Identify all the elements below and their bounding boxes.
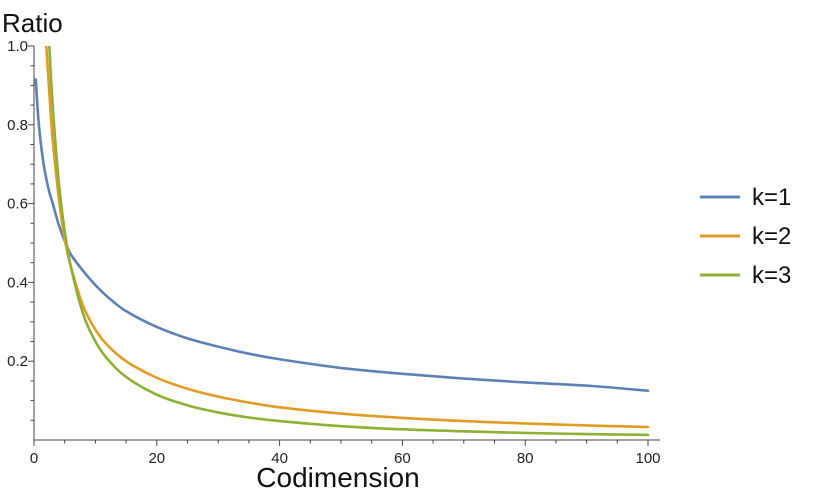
series-line-k=1	[34, 78, 650, 393]
x-ticks: 0 20 40 60 80 100	[30, 440, 661, 467]
y-axis-title: Ratio	[2, 8, 63, 38]
y-tick-label: 0.2	[7, 353, 28, 370]
axes	[33, 46, 660, 441]
y-tick-label: 0.8	[7, 117, 28, 134]
legend-label-k=1: k=1	[752, 184, 791, 211]
x-tick-label: 0	[30, 450, 38, 467]
x-tick-label: 40	[271, 450, 288, 467]
legend-label-k=3: k=3	[752, 262, 791, 289]
x-tick-label: 20	[148, 450, 165, 467]
x-axis-title: Codimension	[256, 462, 419, 493]
y-ticks: 0.2 0.4 0.6 0.8 1.0	[7, 38, 34, 421]
y-tick-label: 0.6	[7, 196, 28, 213]
x-tick-label: 60	[394, 450, 411, 467]
legend-label-k=2: k=2	[752, 223, 791, 250]
series-lines	[34, 46, 650, 437]
x-tick-label: 100	[635, 450, 660, 467]
x-tick-label: 80	[517, 450, 534, 467]
legend: k=1 k=2 k=3	[700, 184, 791, 289]
series-line-k=2	[44, 46, 650, 429]
y-tick-label: 0.4	[7, 274, 28, 291]
y-tick-label: 1.0	[7, 38, 28, 55]
series-line-k=3	[48, 46, 650, 437]
